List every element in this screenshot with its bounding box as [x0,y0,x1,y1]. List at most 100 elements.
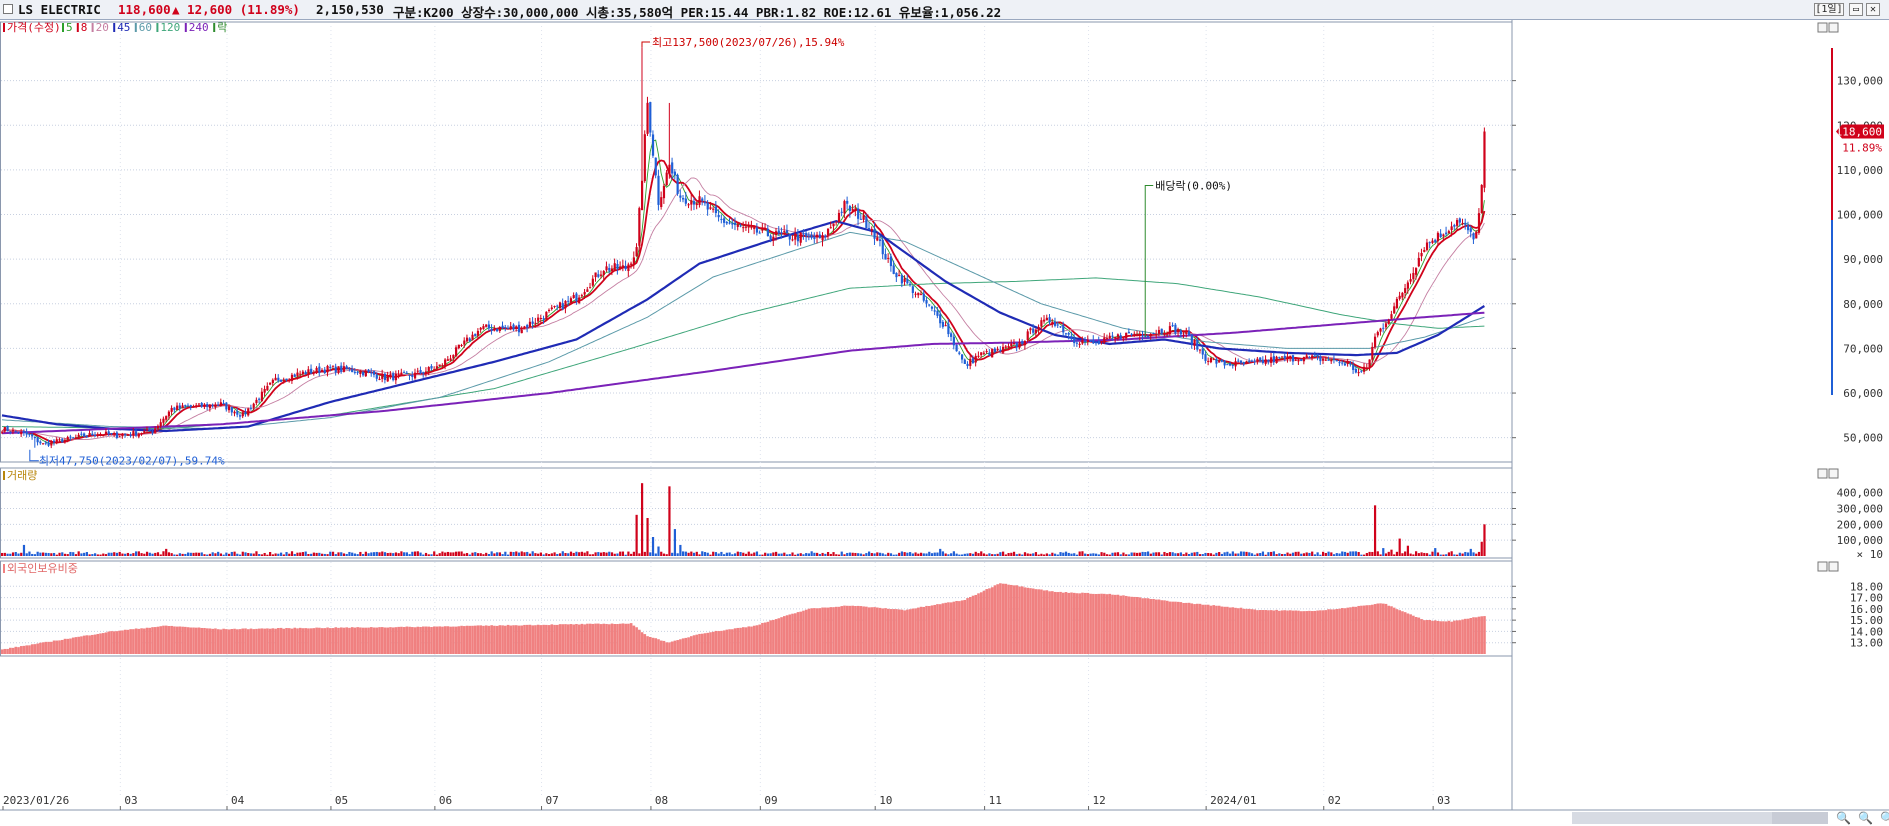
volume-bar [657,546,660,556]
foreign-ratio-bar [525,624,529,654]
volume-bar [1363,554,1366,556]
volume-bar [36,551,39,556]
volume-bar [941,551,945,556]
candle-body [1174,324,1177,334]
chart-select-checkbox[interactable] [3,4,13,14]
foreign-ratio-bar [246,629,250,654]
candle-body [208,404,212,409]
x-tick-label: 2023/01/26 [3,794,69,807]
volume-bar [1187,554,1191,556]
foreign-ratio-bar [829,607,833,654]
foreign-ratio-bar [1330,609,1333,654]
volume-bar [378,552,381,556]
volume-bar [1133,552,1136,556]
foreign-ratio-bar [266,628,269,654]
scrollbar-thumb[interactable] [1772,812,1828,824]
foreign-ratio-bar [679,639,682,654]
volume-bar [389,552,392,556]
candle-body [933,310,936,312]
volume-bar [785,554,789,556]
foreign-ratio-bar [400,626,403,654]
foreign-ratio-bar [143,628,146,654]
foreign-ratio-bar [430,627,433,654]
volume-bar [624,554,627,556]
volume-bar [413,551,417,556]
volume-bar [88,554,91,556]
candle-body [1105,338,1109,340]
candle-body [441,364,444,367]
foreign-ratio-bar [380,627,384,654]
candle-body [487,324,491,329]
foreign-ratio-bar [282,628,286,654]
volume-bar [826,552,830,556]
volume-bar [96,554,99,556]
foreign-ratio-bar [449,626,452,654]
foreign-ratio-bar [646,636,649,654]
axis-labels: 50,00060,00070,00080,00090,000100,000110… [2,75,1883,810]
foreign-ratio-bar [471,625,474,654]
volume-bar [318,552,321,556]
candle-body [1193,340,1196,346]
volume-bar [1070,553,1073,556]
candle-body [1259,357,1262,361]
foreign-ratio-bar [145,627,149,654]
zoom-controls[interactable]: 🔍 🔍 🔍 🔍 [1836,811,1889,825]
candle-body [1007,346,1010,348]
foreign-ratio-bar [110,631,113,654]
foreign-ratio-bar [39,642,42,654]
foreign-ratio-bar [747,626,751,654]
candle-body [6,425,9,432]
foreign-ratio-bar [69,638,72,654]
foreign-ratio-bar [107,631,111,654]
close-icon[interactable]: ✕ [1866,3,1880,16]
volume-bar [1149,553,1152,556]
legend-swatch [134,23,137,32]
volume-bar [200,552,203,556]
volume-bar [526,551,529,556]
volume-bar [1311,551,1314,556]
ma-20-line [1,177,1485,441]
minimize-icon[interactable]: ▭ [1849,3,1863,16]
dividend-annotation: 배당락(0.00%) [1155,180,1232,193]
candle-body [154,428,157,433]
volume-bar [1144,552,1147,556]
candle-body [545,311,548,320]
foreign-ratio-bar [55,640,59,654]
volume-bar [422,554,425,556]
candle-body [668,164,671,175]
volume-bar [312,552,315,556]
volume-bar [1015,554,1018,556]
foreign-ratio-bar [1324,610,1328,654]
foreign-ratio-bar [843,605,846,654]
foreign-ratio-bar [249,628,253,654]
foreign-ratio-bar [493,625,496,654]
period-button[interactable]: [1일] [1814,3,1844,16]
foreign-ratio-bar [1469,618,1473,654]
foreign-ratio-bar [1217,605,1221,654]
candle-body [813,236,816,240]
foreign-ratio-bar [985,589,988,654]
foreign-ratio-bar [665,642,669,654]
volume-bar [1267,552,1270,556]
volume-bar [583,552,586,556]
candle-body [96,434,99,436]
foreign-ratio-bar [372,627,376,654]
volume-bar [28,551,31,556]
foreign-ratio-bar [394,627,398,654]
candle-body [922,293,925,301]
legend-swatch [76,23,79,32]
candle-body [476,330,480,336]
horizontal-scrollbar[interactable] [1572,812,1772,824]
volume-bar [1259,553,1262,556]
candle-body [1059,326,1062,328]
foreign-ratio-bar [938,604,942,654]
trade-volume: 2,150,530 [316,2,384,17]
candle-body [963,359,966,364]
foreign-ratio-bar [350,627,354,654]
volume-bar [1434,548,1437,556]
candle-body [1245,361,1248,365]
foreign-ratio-bar [917,607,920,654]
volume-bar [17,553,20,556]
candle-body [102,435,105,437]
volume-tick-label: 100,000 [1837,534,1883,547]
